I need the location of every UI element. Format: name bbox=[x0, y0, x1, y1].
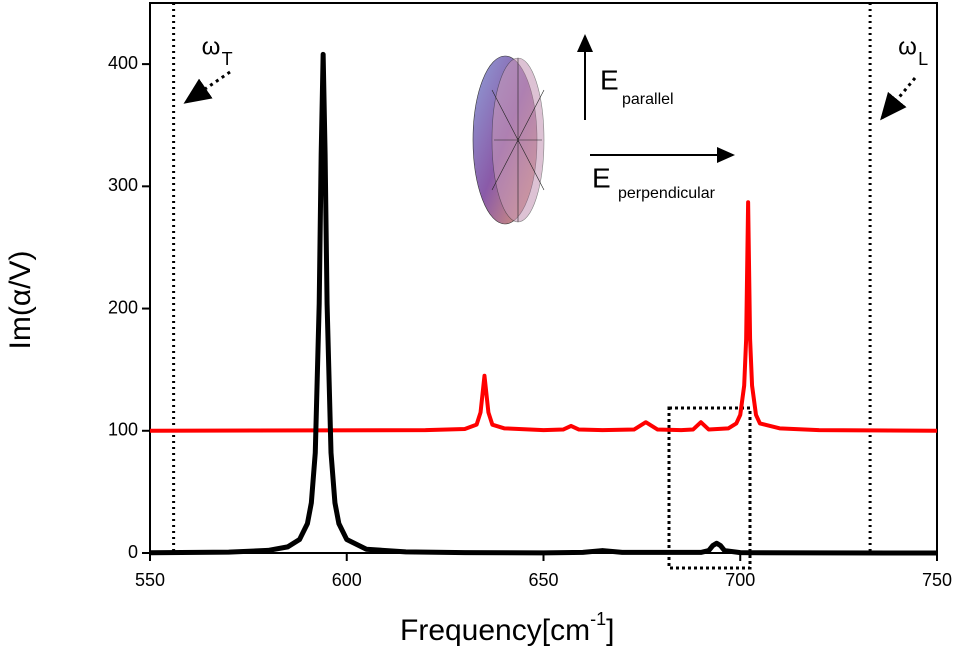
annotation-sub: parallel bbox=[622, 91, 674, 108]
annotation-sub: perpendicular bbox=[618, 185, 716, 202]
plot-frame bbox=[149, 2, 938, 554]
x-axis-label: Frequency[cm-1] bbox=[400, 609, 614, 647]
zoom-box bbox=[667, 406, 752, 570]
series-line bbox=[149, 200, 938, 433]
x-tick-label: 750 bbox=[922, 570, 952, 590]
annotation: E bbox=[592, 162, 611, 193]
marker-label-sub: T bbox=[222, 49, 233, 69]
y-tick-label: 400 bbox=[108, 53, 138, 73]
marker-label-sub: L bbox=[918, 49, 928, 69]
series-line bbox=[149, 51, 938, 556]
annotation: E bbox=[600, 64, 619, 95]
y-tick-label: 200 bbox=[108, 297, 138, 317]
disk-illustration bbox=[472, 55, 545, 225]
y-tick-label: 100 bbox=[108, 420, 138, 440]
marker-label: ω bbox=[898, 33, 917, 60]
x-axis-label-sup: -1 bbox=[590, 609, 606, 629]
x-tick-label: 700 bbox=[725, 570, 755, 590]
y-tick-label: 0 bbox=[128, 542, 138, 562]
x-axis-label-text: Frequency[cm bbox=[400, 614, 590, 647]
arrow bbox=[183, 70, 231, 104]
y-axis-label: Im(α/V) bbox=[4, 251, 37, 350]
arrow bbox=[880, 77, 917, 121]
y-tick-label: 300 bbox=[108, 175, 138, 195]
x-tick-label: 650 bbox=[528, 570, 558, 590]
x-tick-label: 550 bbox=[135, 570, 165, 590]
x-tick-label: 600 bbox=[332, 570, 362, 590]
x-axis-label-end: ] bbox=[606, 614, 614, 647]
marker-label: ω bbox=[202, 33, 221, 60]
